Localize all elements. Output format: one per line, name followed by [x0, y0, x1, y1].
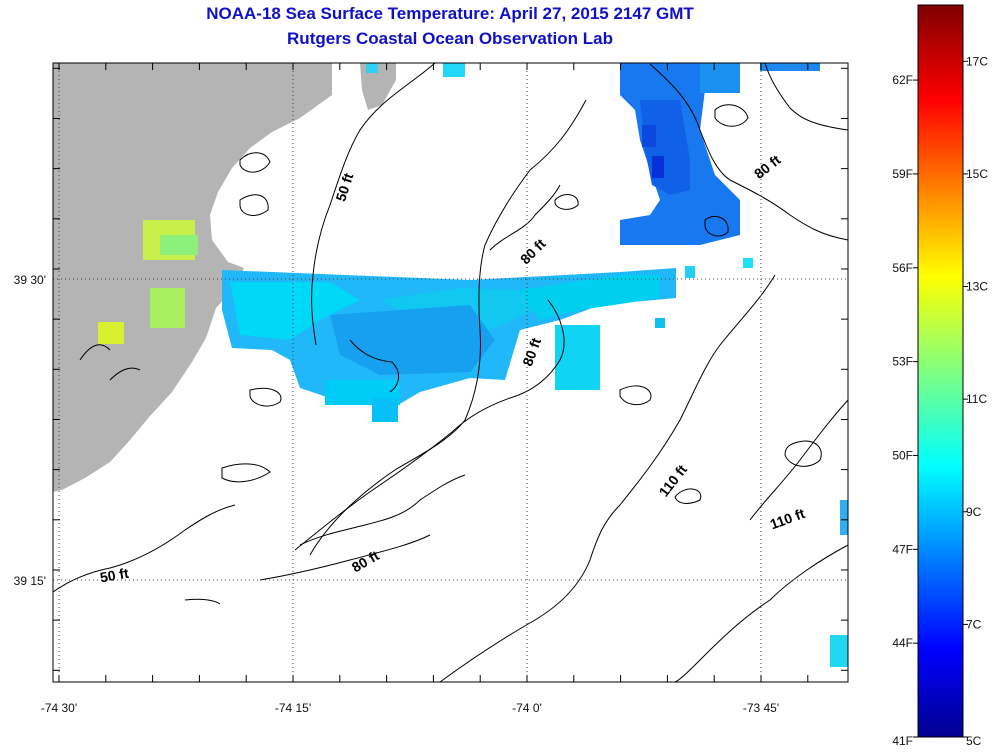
contour-label: 110 ft [768, 505, 807, 532]
axis-labels: -74 30' -74 15' -74 0' -73 45' 39 30' 39 15' [14, 273, 779, 715]
fahrenheit-label: 50F [892, 448, 913, 462]
lat-tick-label: 39 30' [14, 273, 46, 287]
sst-pixels [98, 63, 848, 667]
fahrenheit-label: 59F [892, 167, 913, 181]
lon-tick-label: -74 30' [41, 701, 77, 715]
lat-tick-label: 39 15' [14, 574, 46, 588]
fahrenheit-label: 47F [892, 542, 913, 556]
celsius-label: 9C [966, 505, 982, 519]
fahrenheit-label: 62F [892, 73, 913, 87]
lon-tick-label: -73 45' [743, 701, 779, 715]
contour-label: 110 ft [655, 461, 690, 499]
celsius-label: 13C [966, 280, 988, 294]
colorbar-gradient [917, 4, 964, 738]
contour-label: 50 ft [332, 171, 356, 204]
contour-label: 50 ft [99, 565, 130, 586]
contour-label: 80 ft [463, 686, 495, 709]
map-title: NOAA-18 Sea Surface Temperature: April 2… [206, 4, 694, 23]
contour-label: 80 ft [519, 335, 544, 368]
plot-frame [52, 62, 849, 683]
celsius-label: 11C [966, 392, 987, 406]
depth-contours [53, 63, 848, 682]
celsius-label: 17C [966, 54, 988, 68]
graticule [53, 63, 848, 682]
contour-label: 80 ft [517, 235, 549, 267]
lon-tick-label: -74 15' [275, 701, 311, 715]
axis-ticks [53, 63, 848, 682]
contour-label: 80 ft [349, 547, 382, 575]
map-subtitle: Rutgers Coastal Ocean Observation Lab [287, 29, 613, 48]
fahrenheit-label: 44F [892, 636, 913, 650]
fahrenheit-label: 56F [892, 261, 913, 275]
contour-label: 80 ft [751, 151, 784, 182]
fahrenheit-label: 41F [892, 734, 913, 748]
colorbar: 17C 15C 13C 11C 9C 7C 5C 62F 59F 56F 53F 50F 47F 44F 4… [892, 4, 988, 748]
celsius-label: 7C [966, 617, 982, 631]
lon-tick-label: -74 0' [512, 701, 542, 715]
land-mass [53, 63, 396, 492]
fahrenheit-label: 53F [892, 355, 913, 369]
celsius-label: 5C [966, 734, 982, 748]
celsius-label: 15C [966, 167, 988, 181]
